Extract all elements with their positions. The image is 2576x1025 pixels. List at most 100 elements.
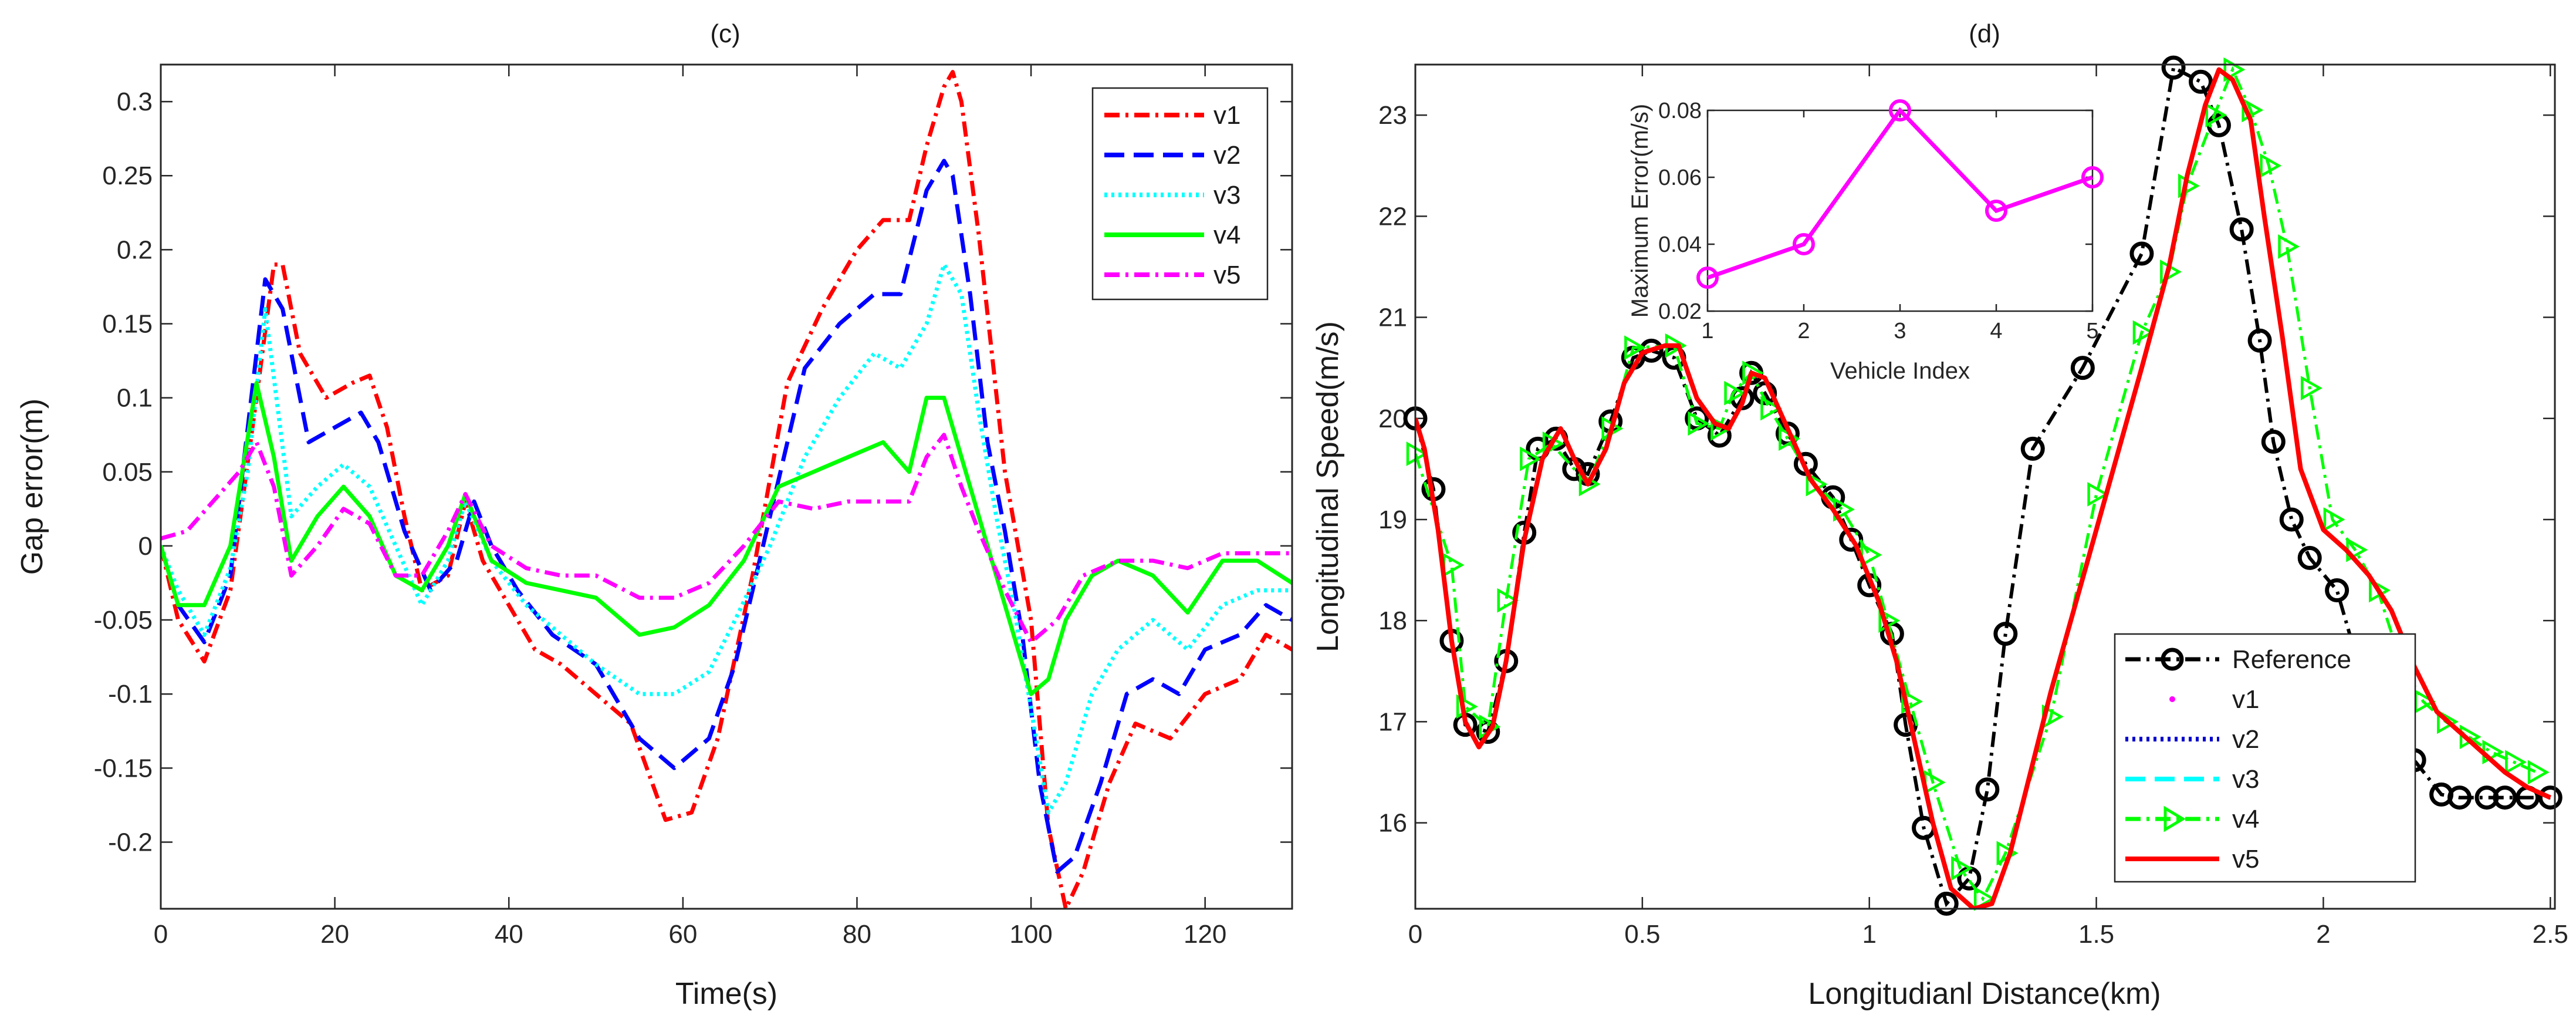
inset-series: [1696, 99, 2104, 289]
chart-d-xtick-label: 2: [2316, 920, 2330, 949]
reference-marker: [2070, 356, 2095, 380]
inset-marker: [1889, 99, 1911, 122]
chart-c-xtick-label: 20: [320, 920, 349, 949]
legend-d-marker-reference: [2161, 648, 2184, 671]
inset-xtick-label: 1: [1701, 319, 1713, 343]
chart-d-ytick-label: 17: [1378, 707, 1407, 736]
chart-c-xtick-label: 100: [1009, 920, 1052, 949]
v4-marker: [2278, 234, 2300, 259]
series-v1-line: [161, 70, 1292, 909]
inset-ticks: 1 2 3 4 5 0.02 0.04 0.06 0.08: [1658, 99, 2099, 343]
inset-xlabel: Vehicle Index: [1830, 358, 1970, 384]
chart-c-ylabel: Gap error(m): [15, 399, 49, 575]
reference-marker: [1993, 622, 2018, 646]
chart-c-ytick-label: 0.05: [102, 458, 153, 487]
legend-d-label-reference: Reference: [2232, 645, 2351, 674]
v4-marker: [1456, 694, 1478, 719]
series-v4-line: [161, 380, 1292, 696]
series-v5-line: [1415, 67, 2551, 909]
reference-marker: [2447, 785, 2472, 810]
chart-d-ytick-label: 22: [1378, 202, 1407, 231]
inset-xtick-label: 5: [2086, 319, 2098, 343]
chart-c-legend: v1 v2 v3 v4 v5: [1091, 87, 1269, 301]
legend-d-label-v5: v5: [2232, 845, 2259, 874]
chart-d-xtick-label: 1.5: [2078, 920, 2114, 949]
reference-marker: [2297, 545, 2322, 570]
chart-c-xtick-label: 60: [668, 920, 697, 949]
v4-marker: [1688, 411, 1710, 436]
reference-marker: [2020, 436, 2045, 461]
v4-marker: [1724, 380, 1746, 406]
chart-d-xtick-label: 1: [1862, 920, 1876, 949]
v4-marker: [2437, 709, 2459, 734]
chart-d-legend-box: [2114, 633, 2416, 883]
inset-background: [1706, 109, 2094, 312]
chart-c-ytick-label: 0.25: [102, 161, 153, 190]
v4-marker: [2505, 750, 2527, 775]
chart-d-xtick-label: 2.5: [2533, 920, 2568, 949]
v4-marker: [1406, 441, 1428, 466]
chart-c-ytick-label: -0.2: [108, 828, 153, 857]
chart-c: (c) 0 20 40 60 80 100 120 -0.2 -0.15 -0.1 -0.05 0 0.…: [15, 19, 1293, 1011]
chart-c-ytick-label: 0: [138, 532, 153, 561]
inset-ytick-label: 0.04: [1658, 232, 1702, 257]
reference-marker: [1975, 777, 2000, 802]
chart-d-ytick-label: 18: [1378, 606, 1407, 635]
chart-c-ytick-label: -0.05: [94, 606, 153, 635]
inset-chart: 1 2 3 4 5 0.02 0.04 0.06 0.08 Vehicle Index Maxi…: [1627, 99, 2104, 384]
chart-c-xtick-label: 80: [843, 920, 871, 949]
chart-c-legend-box: [1091, 87, 1269, 301]
inset-xtick-label: 4: [1990, 319, 2002, 343]
v4-marker: [1624, 335, 1646, 360]
chart-c-ytick-label: 0.2: [117, 235, 153, 264]
reference-marker: [2325, 578, 2349, 603]
legend-d-marker-v4: [2163, 805, 2186, 832]
reference-marker: [2493, 785, 2517, 810]
v4-marker: [2260, 153, 2282, 178]
legend-c-label-v2: v2: [1213, 141, 1240, 170]
inset-marker: [1793, 233, 1815, 255]
inset-xtick-label: 3: [1894, 319, 1906, 343]
chart-d-xlabel: Longitudianl Distance(km): [1808, 977, 2161, 1011]
inset-ylabel: Maximum Error(m/s): [1627, 104, 1653, 318]
v4-marker: [2323, 507, 2345, 532]
chart-c-series: [161, 70, 1292, 909]
reference-marker: [2189, 69, 2213, 94]
chart-d-axes-box: [1414, 63, 2556, 910]
v4-marker: [2132, 320, 2155, 345]
chart-d-series: [1403, 55, 2563, 916]
legend-d-label-v4: v4: [2232, 805, 2259, 834]
v4-marker: [1878, 608, 1901, 633]
chart-c-ticks: 0 20 40 60 80 100 120 -0.2 -0.15 -0.1 -0.05 0 0.05 0.…: [94, 65, 1292, 949]
reference-marker: [2538, 785, 2563, 810]
legend-d-label-v3: v3: [2232, 765, 2259, 794]
chart-d-title: (d): [1969, 19, 2000, 48]
inset-ytick-label: 0.02: [1658, 299, 1702, 324]
chart-c-ytick-label: -0.15: [94, 754, 153, 783]
chart-d-ytick-label: 19: [1378, 505, 1407, 534]
chart-c-xlabel: Time(s): [675, 977, 777, 1011]
v4-marker: [2527, 760, 2550, 785]
chart-c-axes-box: [160, 63, 1293, 910]
chart-c-xtick-label: 0: [154, 920, 168, 949]
chart-c-ytick-label: 0.15: [102, 309, 153, 338]
chart-c-xtick-label: 120: [1184, 920, 1226, 949]
v4-marker: [2300, 376, 2323, 400]
reference-marker: [2279, 507, 2304, 532]
v4-marker: [1760, 396, 1783, 421]
chart-d-legend: Reference v1 v2 v3 v4 v5: [2114, 633, 2416, 883]
chart-c-ytick-label: 0.3: [117, 87, 153, 116]
legend-c-label-v5: v5: [1213, 261, 1240, 289]
legend-d-label-v1: v1: [2232, 685, 2259, 714]
legend-c-label-v4: v4: [1213, 221, 1240, 249]
reference-marker: [2247, 328, 2272, 353]
inset-marker: [2081, 166, 2104, 188]
inset-marker: [1985, 200, 2007, 222]
chart-c-title: (c): [710, 19, 740, 48]
inset-series-line: [1706, 107, 2094, 280]
chart-d-xtick-label: 0.5: [1624, 920, 1660, 949]
chart-c-ytick-label: -0.1: [108, 680, 153, 709]
reference-marker: [2229, 217, 2254, 242]
